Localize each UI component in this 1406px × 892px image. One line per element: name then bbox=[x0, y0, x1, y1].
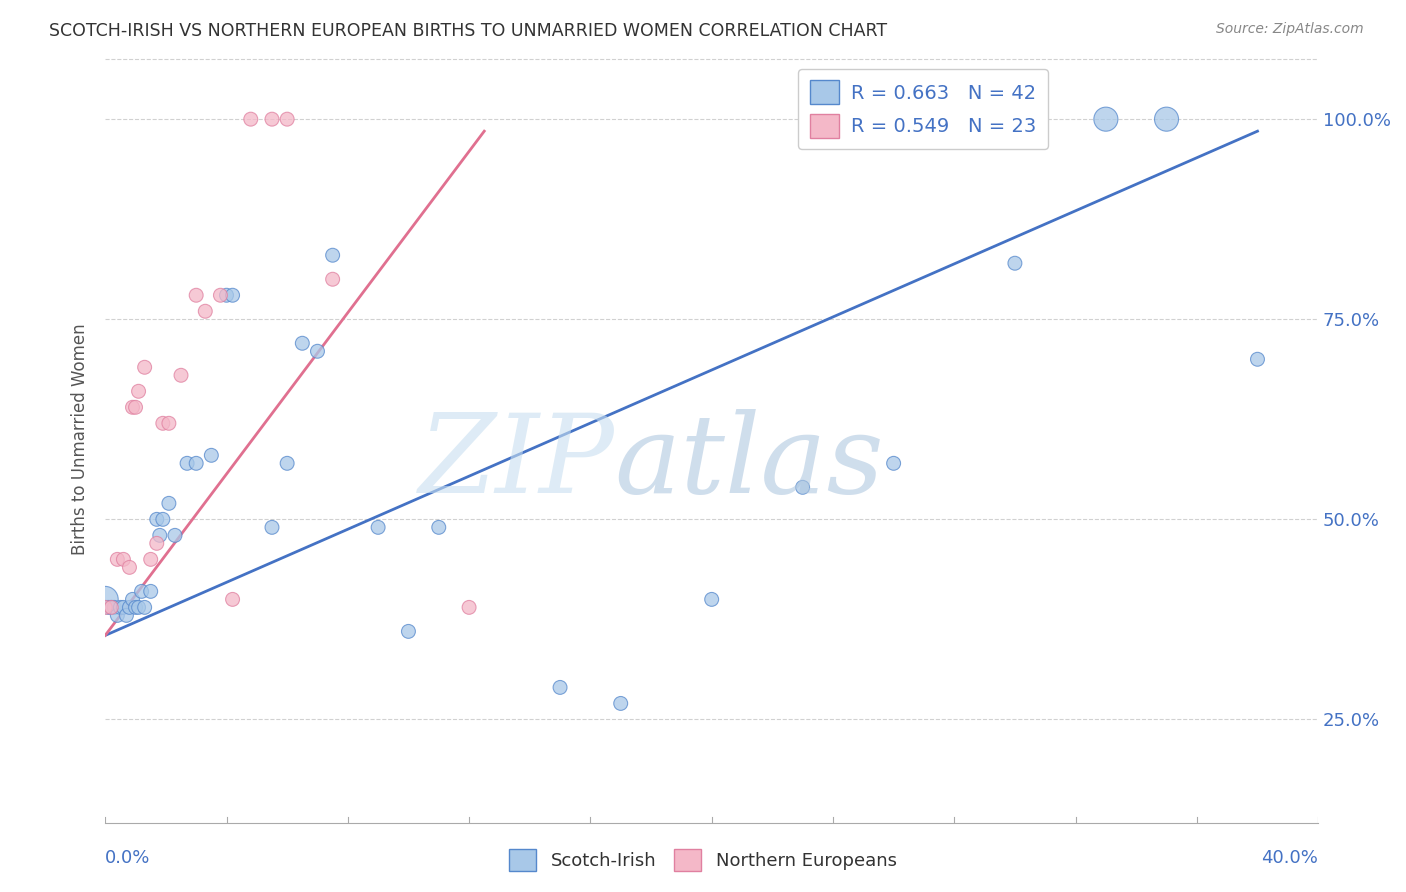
Point bbox=[186, 288, 208, 302]
Point bbox=[458, 600, 481, 615]
Point bbox=[121, 401, 143, 415]
Point bbox=[322, 248, 344, 262]
Point bbox=[427, 520, 450, 534]
Legend: Scotch-Irish, Northern Europeans: Scotch-Irish, Northern Europeans bbox=[502, 842, 904, 879]
Point bbox=[152, 512, 174, 526]
Point bbox=[105, 552, 128, 566]
Text: 0.0%: 0.0% bbox=[105, 849, 150, 867]
Point bbox=[152, 417, 174, 431]
Point bbox=[322, 272, 344, 286]
Point bbox=[128, 600, 150, 615]
Point bbox=[291, 336, 314, 351]
Point bbox=[398, 624, 420, 639]
Point bbox=[94, 592, 117, 607]
Point bbox=[118, 600, 141, 615]
Point bbox=[100, 600, 122, 615]
Point bbox=[1156, 112, 1178, 127]
Point bbox=[260, 520, 283, 534]
Point bbox=[209, 288, 232, 302]
Point bbox=[139, 584, 162, 599]
Point bbox=[145, 536, 167, 550]
Point bbox=[121, 592, 143, 607]
Point bbox=[115, 608, 138, 623]
Point bbox=[221, 288, 243, 302]
Point bbox=[105, 608, 128, 623]
Text: 40.0%: 40.0% bbox=[1261, 849, 1319, 867]
Point bbox=[700, 592, 723, 607]
Point bbox=[1004, 256, 1026, 270]
Point bbox=[94, 600, 117, 615]
Point bbox=[157, 496, 180, 510]
Point bbox=[260, 112, 283, 127]
Point bbox=[124, 401, 146, 415]
Y-axis label: Births to Unmarried Women: Births to Unmarried Women bbox=[72, 324, 89, 555]
Text: ZIP: ZIP bbox=[419, 409, 614, 516]
Point bbox=[792, 480, 814, 494]
Point bbox=[221, 592, 243, 607]
Point bbox=[367, 520, 389, 534]
Point bbox=[97, 600, 120, 615]
Point bbox=[1095, 112, 1118, 127]
Point bbox=[145, 512, 167, 526]
Point bbox=[609, 697, 631, 711]
Point bbox=[307, 344, 329, 359]
Point bbox=[176, 456, 198, 470]
Point bbox=[124, 600, 146, 615]
Point bbox=[149, 528, 172, 542]
Point bbox=[239, 112, 262, 127]
Text: atlas: atlas bbox=[614, 409, 884, 516]
Point bbox=[100, 600, 122, 615]
Point bbox=[276, 112, 298, 127]
Text: SCOTCH-IRISH VS NORTHERN EUROPEAN BIRTHS TO UNMARRIED WOMEN CORRELATION CHART: SCOTCH-IRISH VS NORTHERN EUROPEAN BIRTHS… bbox=[49, 22, 887, 40]
Point bbox=[170, 368, 193, 383]
Point bbox=[194, 304, 217, 318]
Point bbox=[134, 600, 156, 615]
Point bbox=[1246, 352, 1268, 367]
Point bbox=[112, 552, 135, 566]
Point bbox=[112, 600, 135, 615]
Point bbox=[128, 384, 150, 399]
Point bbox=[163, 528, 186, 542]
Point bbox=[139, 552, 162, 566]
Point bbox=[883, 456, 905, 470]
Text: Source: ZipAtlas.com: Source: ZipAtlas.com bbox=[1216, 22, 1364, 37]
Point bbox=[276, 456, 298, 470]
Legend: R = 0.663   N = 42, R = 0.549   N = 23: R = 0.663 N = 42, R = 0.549 N = 23 bbox=[799, 69, 1047, 149]
Point bbox=[131, 584, 153, 599]
Point bbox=[103, 600, 125, 615]
Point bbox=[215, 288, 238, 302]
Point bbox=[110, 600, 132, 615]
Point bbox=[200, 448, 222, 462]
Point bbox=[548, 681, 571, 695]
Point bbox=[157, 417, 180, 431]
Point bbox=[134, 360, 156, 375]
Point bbox=[118, 560, 141, 574]
Point bbox=[186, 456, 208, 470]
